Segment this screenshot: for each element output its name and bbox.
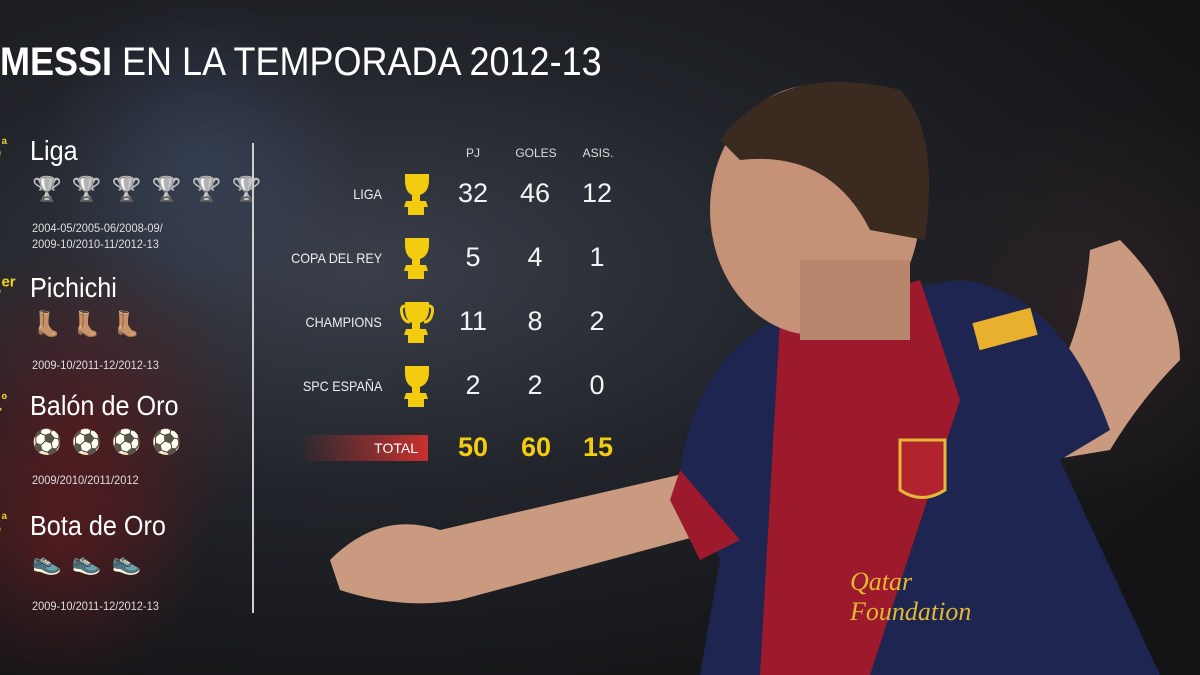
- golden-ball-icon: ⚽: [71, 429, 102, 456]
- honour-title: Liga: [30, 135, 78, 166]
- competition-label: LIGA: [353, 186, 382, 202]
- years-line: 2009/2010/2011/2012: [32, 473, 139, 487]
- competition-label: SPC ESPAÑA: [302, 378, 382, 394]
- stat-pj: 32: [457, 178, 489, 208]
- divider: [252, 143, 254, 613]
- jersey-sponsor-line1: Qatar: [850, 567, 913, 596]
- golden-pichichi-icon: 👢: [71, 311, 102, 338]
- golden-pichichi-icon: 👢: [111, 311, 142, 338]
- champions-trophy-icon: [400, 302, 434, 343]
- stat-asis: 2: [589, 306, 605, 336]
- golden-pichichi-icon: 👢: [32, 311, 62, 338]
- copa-del-rey-trophy-icon: [404, 238, 429, 279]
- competition-label: COPA DEL REY: [290, 250, 382, 266]
- page-title: MESSI EN LA TEMPORADA 2012-13: [0, 40, 602, 84]
- honour-title: Balón de Oro: [30, 390, 179, 421]
- competition-label: CHAMPIONS: [305, 314, 382, 330]
- silver-trophy-icon: 🏆: [191, 176, 222, 203]
- golden-ball-icon: ⚽: [151, 429, 182, 456]
- header-asis: ASIS.: [582, 146, 614, 160]
- honour-title: Bota de Oro: [30, 510, 166, 541]
- golden-boot-icon: 👟: [111, 549, 142, 576]
- golden-ball-icon: ⚽: [111, 429, 142, 456]
- rank-badge: 6ª: [0, 135, 8, 165]
- rank-badge: 3er: [0, 272, 16, 302]
- stat-goles: 8: [527, 306, 543, 336]
- years-line: 2004-05/2005-06/2008-09/: [32, 221, 163, 235]
- stat-pj: 2: [465, 370, 481, 400]
- stat-pj: 11: [458, 306, 488, 336]
- stat-goles: 2: [527, 370, 543, 400]
- stat-goles: 4: [527, 242, 543, 272]
- total-label: TOTAL: [298, 435, 428, 461]
- silver-trophy-icon: 🏆: [111, 176, 142, 203]
- total-pj: 50: [457, 432, 489, 462]
- rank-badge: 3ª: [0, 510, 8, 540]
- years-line: 2009-10/2010-11/2012-13: [32, 237, 159, 251]
- jersey-sponsor-line2: Foundation: [849, 597, 971, 626]
- silver-trophy-icon: 🏆: [231, 176, 262, 203]
- supercopa-trophy-icon: [404, 366, 429, 407]
- stat-asis: 0: [589, 370, 605, 400]
- liga-trophy-icon: [404, 174, 429, 215]
- years-line: 2009-10/2011-12/2012-13: [32, 358, 159, 372]
- golden-ball-icon: ⚽: [32, 429, 62, 456]
- golden-boot-icon: 👟: [71, 549, 102, 576]
- honour-title: Pichichi: [30, 272, 117, 303]
- total-asis: 15: [582, 432, 614, 462]
- silver-trophy-icon: 🏆: [32, 176, 62, 203]
- stat-goles: 46: [519, 178, 551, 208]
- years-line: 2009-10/2011-12/2012-13: [32, 599, 159, 613]
- stat-asis: 1: [589, 242, 605, 272]
- silver-trophy-icon: 🏆: [71, 176, 102, 203]
- total-goles: 60: [520, 432, 552, 462]
- rank-badge: 4º: [0, 390, 7, 420]
- golden-boot-icon: 👟: [32, 549, 62, 576]
- header-goles: GOLES: [515, 146, 557, 160]
- silver-trophy-icon: 🏆: [151, 176, 182, 203]
- player-photo: Qatar Foundation: [330, 81, 1180, 675]
- header-pj: PJ: [465, 146, 480, 160]
- stat-pj: 5: [465, 242, 481, 272]
- stat-asis: 12: [581, 178, 613, 208]
